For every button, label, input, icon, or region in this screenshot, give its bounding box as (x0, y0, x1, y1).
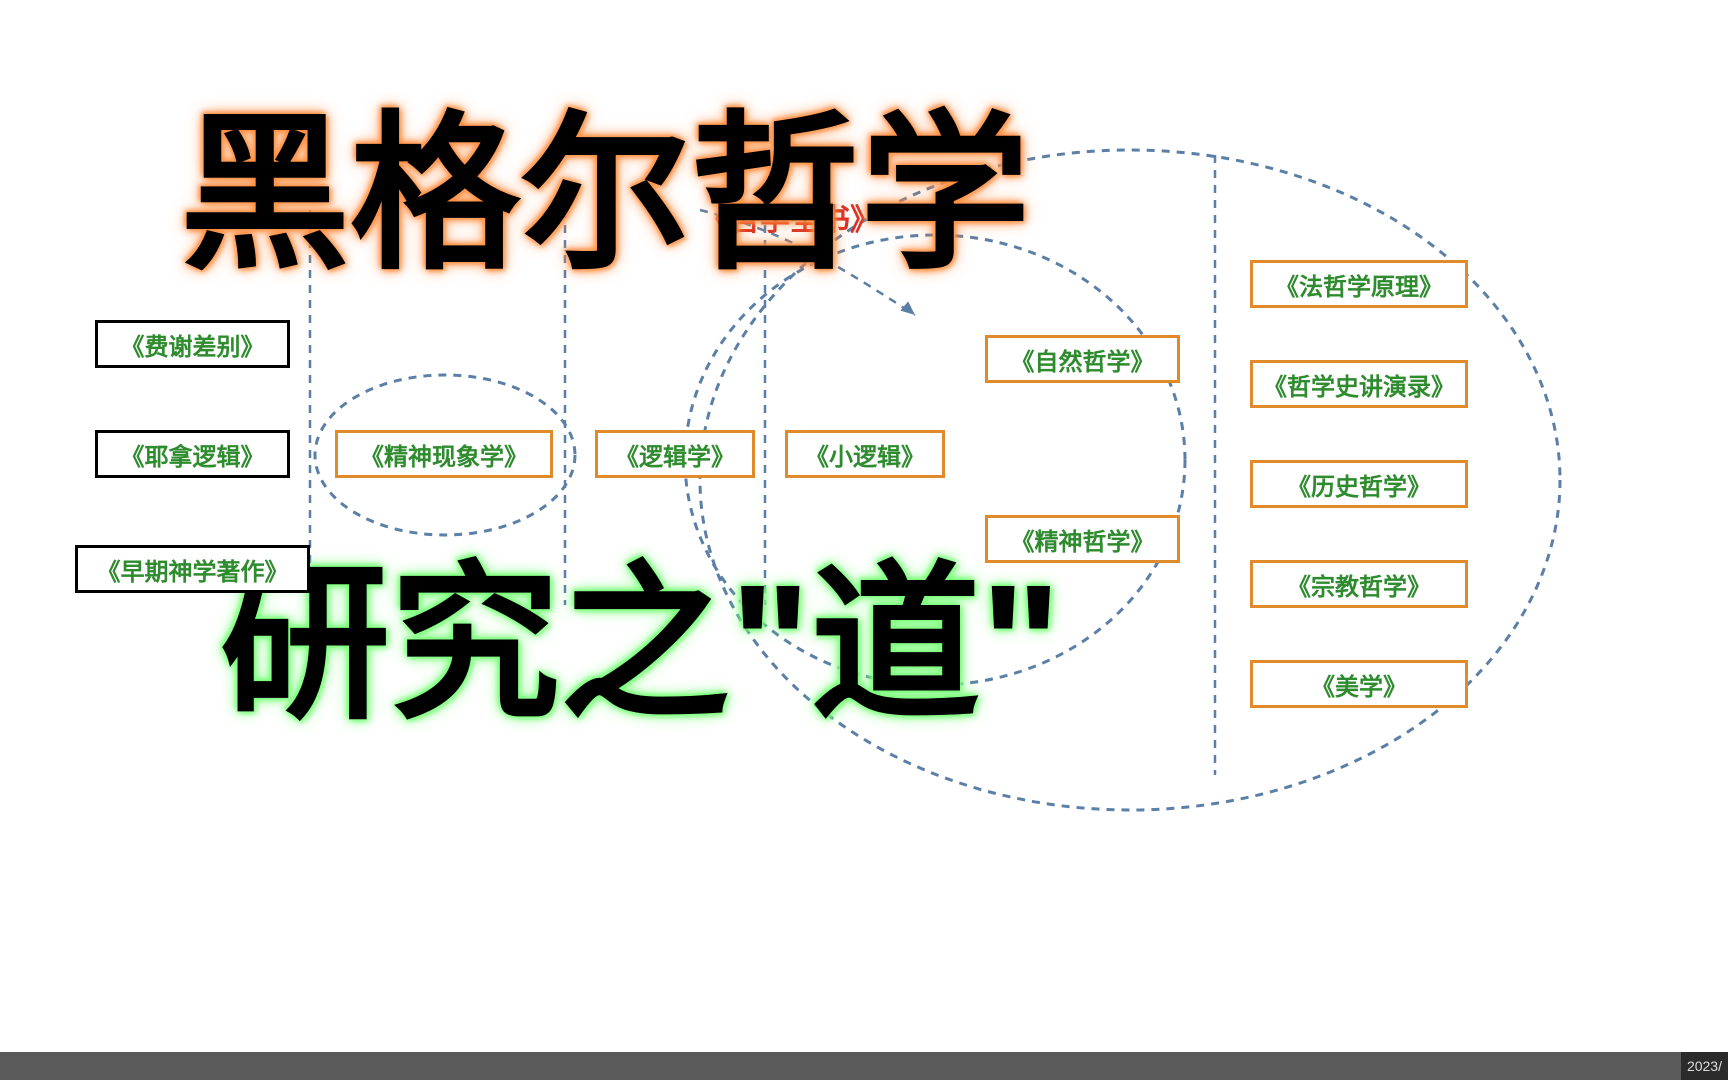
title-line-1: 黑格尔哲学 (180, 110, 1030, 280)
diagram-canvas: 《哲学全书》 黑格尔哲学 研究之"道" 《费谢差别》《耶拿逻辑》《早期神学著作》… (0, 0, 1728, 1080)
node-jingshen: 《精神现象学》 (335, 430, 553, 478)
node-ziran: 《自然哲学》 (985, 335, 1180, 383)
node-xiaoluoji: 《小逻辑》 (785, 430, 945, 478)
node-luoji: 《逻辑学》 (595, 430, 755, 478)
node-zongjiao: 《宗教哲学》 (1250, 560, 1468, 608)
node-meixue: 《美学》 (1250, 660, 1468, 708)
title-line-2: 研究之"道" (220, 560, 1061, 730)
node-feixie: 《费谢差别》 (95, 320, 290, 368)
date-chip: 2023/ (1681, 1052, 1728, 1080)
node-zaoqi: 《早期神学著作》 (75, 545, 310, 593)
node-jingshen2: 《精神哲学》 (985, 515, 1180, 563)
node-zhexueshi: 《哲学史讲演录》 (1250, 360, 1468, 408)
node-yena: 《耶拿逻辑》 (95, 430, 290, 478)
node-fazhexue: 《法哲学原理》 (1250, 260, 1468, 308)
node-lishi: 《历史哲学》 (1250, 460, 1468, 508)
bottom-bar (0, 1052, 1728, 1080)
